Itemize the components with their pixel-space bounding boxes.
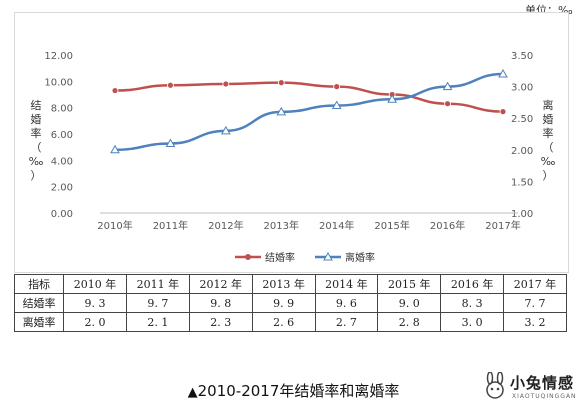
x-axis-tick-label: 2016年: [430, 219, 465, 232]
table-cell: 3. 0: [440, 312, 505, 332]
left-axis-tick-label: 2.00: [51, 183, 73, 194]
divorce-rate-point: [498, 68, 508, 78]
table-row: 结婚率 9. 3 9. 7 9. 8 9. 9 9. 6 9. 0 8. 3 7…: [13, 293, 567, 313]
marriage-rate-point: [444, 100, 451, 108]
table-cell: 8. 3: [440, 293, 505, 313]
table-cell: 2. 6: [251, 312, 316, 332]
x-axis-tick-label: 2014年: [319, 219, 354, 232]
table-cell: 9. 6: [314, 293, 379, 313]
x-axis-tick-label: 2013年: [264, 219, 299, 232]
marriage-rate-point: [277, 79, 285, 87]
table-header-cell: 2016 年: [440, 274, 505, 294]
watermark: 小兔情感 XIAOTUQINGGAN: [480, 368, 580, 408]
x-axis-tick-label: 2010年: [97, 219, 132, 232]
table-header-cell: 指标: [13, 274, 65, 294]
data-table: 指标 2010 年 2011 年 2012 年 2013 年 2014 年 20…: [13, 274, 567, 332]
table-cell: 3. 2: [503, 312, 567, 332]
table-cell: 2. 1: [125, 312, 190, 332]
table-header-row: 指标 2010 年 2011 年 2012 年 2013 年 2014 年 20…: [13, 274, 567, 294]
x-axis-tick-label: 2017年: [485, 219, 520, 232]
line-chart: 0.00 2.00 4.00 6.00 8.00 10.00 12.00 1.00 1.50 2.…: [29, 51, 556, 264]
legend-divorce-label: 离婚率: [345, 251, 375, 264]
watermark-text: 小兔情感: [510, 374, 575, 392]
table-cell: 9. 0: [377, 293, 442, 313]
table-cell: 9. 9: [251, 293, 316, 313]
right-axis-label: 离婚率（‰）: [541, 98, 556, 182]
table-header-cell: 2012 年: [188, 274, 253, 294]
divorce-rate-point: [220, 125, 231, 135]
right-axis-tick-label: 1.50: [511, 177, 533, 188]
table-cell: 9. 3: [63, 293, 127, 313]
table-header-cell: 2017 年: [503, 274, 567, 294]
table-cell: 2. 7: [314, 312, 379, 332]
table-row-label: 离婚率: [13, 312, 65, 332]
table-cell: 2. 0: [63, 312, 127, 332]
table-header-cell: 2011 年: [125, 274, 190, 294]
table-cell: 2. 8: [377, 312, 442, 332]
chart-area: 0.00 2.00 4.00 6.00 8.00 10.00 12.00 1.00 1.50 2.…: [14, 12, 569, 273]
marriage-rate-point: [167, 81, 174, 89]
table-header-cell: 2015 年: [377, 274, 442, 294]
rabbit-logo-icon: [486, 372, 504, 399]
marriage-rate-point: [333, 83, 341, 90]
table-cell: 9. 8: [188, 293, 253, 313]
figure-caption: ▲2010-2017年结婚率和离婚率: [0, 380, 587, 401]
left-axis-tick-label: 10.00: [44, 77, 73, 88]
legend-divorce-marker: [323, 251, 333, 261]
legend-marriage-marker: [245, 254, 251, 260]
marriage-rate-point: [499, 108, 507, 116]
table-cell: 9. 7: [125, 293, 190, 313]
x-axis-tick-label: 2015年: [374, 219, 409, 232]
divorce-rate-point: [165, 138, 176, 147]
table-row-label: 结婚率: [13, 293, 65, 313]
table-header-cell: 2014 年: [314, 274, 379, 294]
right-axis-tick-label: 2.00: [511, 146, 533, 157]
right-axis-tick-label: 2.50: [511, 114, 533, 125]
right-axis-tick-label: 3.50: [511, 51, 533, 62]
right-axis-tick-label: 1.00: [511, 209, 533, 220]
divorce-rate-point: [387, 94, 398, 103]
left-axis-tick-label: 12.00: [44, 51, 73, 62]
watermark-subtext: XIAOTUQINGGAN: [512, 393, 577, 400]
table-header-cell: 2013 年: [251, 274, 316, 294]
marriage-rate-point: [222, 80, 230, 88]
table-cell: 7. 7: [503, 293, 567, 313]
table-cell: 2. 3: [188, 312, 253, 332]
divorce-rate-point: [442, 81, 453, 91]
triangle-mark: ▲: [187, 385, 198, 400]
left-axis-tick-label: 0.00: [51, 209, 73, 220]
x-axis-tick-label: 2011年: [153, 219, 188, 232]
table-row: 离婚率 2. 0 2. 1 2. 3 2. 6 2. 7 2. 8 3. 0 3…: [13, 312, 567, 332]
right-axis-tick-label: 3.00: [511, 83, 533, 94]
table-header-cell: 2010 年: [63, 274, 127, 294]
marriage-rate-line: [114, 81, 504, 113]
left-axis-tick-label: 6.00: [51, 130, 73, 141]
legend-marriage-label: 结婚率: [265, 251, 295, 264]
divorce-rate-point: [110, 144, 120, 154]
x-axis-tick-label: 2012年: [208, 219, 243, 232]
left-axis-label: 结婚率（‰）: [29, 99, 44, 182]
divorce-rate-point: [331, 100, 342, 110]
divorce-rate-point: [276, 106, 287, 116]
caption-text: 2010-2017年结婚率和离婚率: [197, 382, 400, 400]
left-axis-tick-label: 4.00: [51, 156, 73, 167]
marriage-rate-point: [111, 87, 119, 94]
left-axis-tick-label: 8.00: [51, 104, 73, 115]
